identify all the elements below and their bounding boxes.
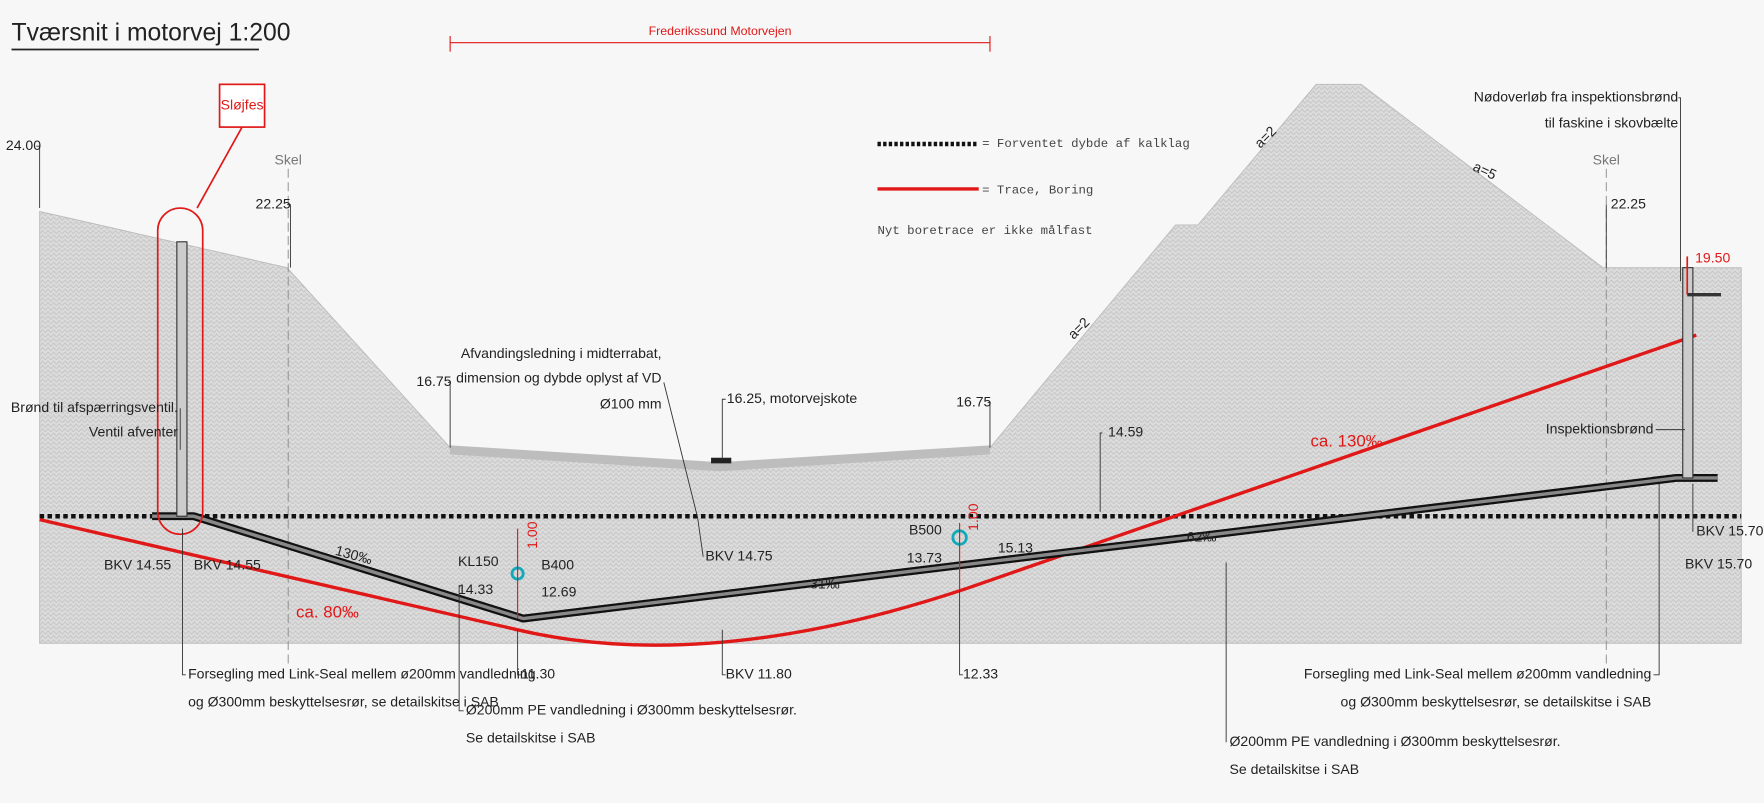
crossing: 12.69 [541, 583, 576, 599]
removed-label: Sløjfes [221, 96, 264, 112]
note: Inspektionsbrønd [1546, 420, 1654, 436]
note: til faskine i skovbælte [1545, 114, 1679, 130]
red-markers [449, 35, 991, 619]
road-name: Frederikssund Motorvejen [649, 24, 792, 38]
cloud [156, 83, 1689, 536]
level: 24.00 [6, 137, 41, 153]
legend-note: Nyt boretrace er ikke målfast [878, 224, 1093, 238]
note: Afvandingsledning i midterrabat, [461, 345, 662, 361]
labels: Tværsnit i motorvej 1:200 Frederikssund … [6, 19, 1764, 777]
legend-chalk: = Forventet dybde af kalklag [982, 137, 1190, 151]
boring-trace [39, 333, 1697, 647]
note: og Ø300mm beskyttelsesrør, se detailskit… [1341, 694, 1652, 710]
title: Tværsnit i motorvej 1:200 [12, 19, 291, 46]
pipe-level: BKV 15.70 [1696, 523, 1763, 539]
pipe-level: 12.33 [963, 666, 998, 682]
crossing: B500 [909, 522, 942, 538]
level: 16.75 [416, 373, 451, 389]
note: og Ø300mm beskyttelsesrør, se detailskit… [188, 694, 499, 710]
pipe-level: BKV 14.55 [194, 556, 261, 572]
ground [39, 83, 1742, 664]
clearance: 1.00 [524, 521, 540, 549]
crossing: KL150 [458, 553, 499, 569]
note: Se detailskitse i SAB [1230, 761, 1360, 777]
note: Se detailskitse i SAB [466, 730, 596, 746]
level: Skel [1593, 152, 1620, 168]
pipe-level: BKV 14.75 [705, 547, 772, 563]
pipe-level: BKV 14.55 [104, 556, 171, 572]
grade: 31‰ [810, 576, 840, 592]
note: Forsegling med Link-Seal mellem ø200mm v… [1304, 666, 1651, 682]
note: dimension og dybde oplyst af VD [456, 370, 661, 386]
boring-grade: ca. 130‰ [1310, 431, 1382, 450]
note: Brønd til afspærringsventil. [11, 399, 178, 415]
crossing: B400 [541, 556, 574, 572]
level: 19.50 [1695, 249, 1730, 265]
level: 14.59 [1108, 424, 1143, 440]
crossing: 14.33 [458, 581, 493, 597]
pipe [152, 241, 1721, 623]
level: Skel [275, 152, 302, 168]
note: Forsegling med Link-Seal mellem ø200mm v… [188, 666, 535, 682]
level: 16.25, motorvejskote [727, 390, 858, 406]
level: 22.25 [1611, 195, 1646, 211]
legend-trace: = Trace, Boring [982, 183, 1093, 197]
boring-grade: ca. 80‰ [296, 602, 359, 621]
crossing: 15.13 [998, 540, 1033, 556]
note: Ø100 mm [600, 396, 662, 412]
crossing: 13.73 [907, 550, 942, 566]
note: Ø200mm PE vandledning i Ø300mm beskyttel… [466, 701, 797, 717]
note: Ventil afventer [89, 424, 178, 440]
pipe-level: BKV 15.70 [1685, 555, 1752, 571]
note: Nødoverløb fra inspektionsbrønd [1474, 89, 1679, 105]
note: Ø200mm PE vandledning i Ø300mm beskyttel… [1230, 733, 1561, 749]
leaders [36, 97, 1694, 743]
grade: 62‰ [1187, 528, 1217, 544]
level: 16.75 [956, 393, 991, 409]
clearance: 1.00 [965, 503, 981, 531]
pipe-level: 11.30 [521, 666, 555, 682]
level: 22.25 [256, 195, 291, 211]
pipe-level: BKV 11.80 [726, 666, 792, 682]
